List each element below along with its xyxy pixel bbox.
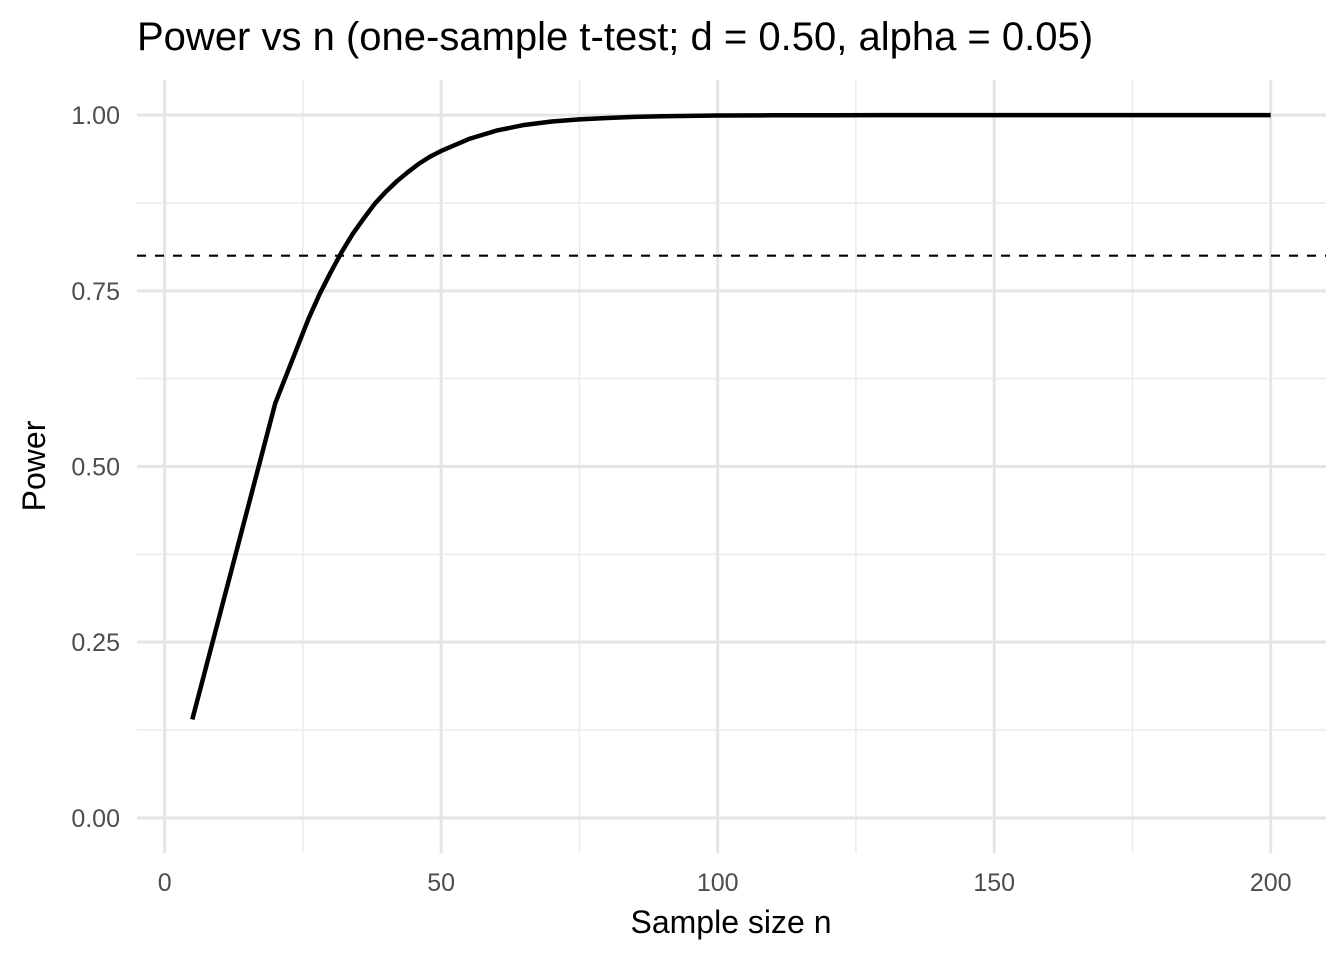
x-axis-title: Sample size n (631, 904, 832, 940)
major-gridlines (137, 80, 1326, 853)
x-axis-tick-labels: 0 50 100 150 200 (158, 869, 1292, 897)
x-tick-label: 150 (973, 869, 1015, 897)
series-layer (190, 112, 1271, 721)
x-tick-label: 50 (427, 869, 455, 897)
y-tick-label: 0.25 (71, 629, 120, 657)
y-axis-tick-labels: 0.00 0.25 0.50 0.75 1.00 (71, 102, 120, 833)
power-curve-line (190, 112, 1271, 721)
y-tick-label: 1.00 (71, 102, 120, 130)
x-tick-label: 100 (697, 869, 739, 897)
y-tick-label: 0.00 (71, 805, 120, 833)
y-tick-label: 0.75 (71, 278, 120, 306)
chart-title: Power vs n (one-sample t-test; d = 0.50,… (137, 15, 1093, 59)
minor-gridlines (137, 80, 1326, 853)
x-tick-label: 200 (1250, 869, 1292, 897)
y-axis-title: Power (16, 420, 52, 511)
x-tick-label: 0 (158, 869, 172, 897)
y-tick-label: 0.50 (71, 454, 120, 482)
